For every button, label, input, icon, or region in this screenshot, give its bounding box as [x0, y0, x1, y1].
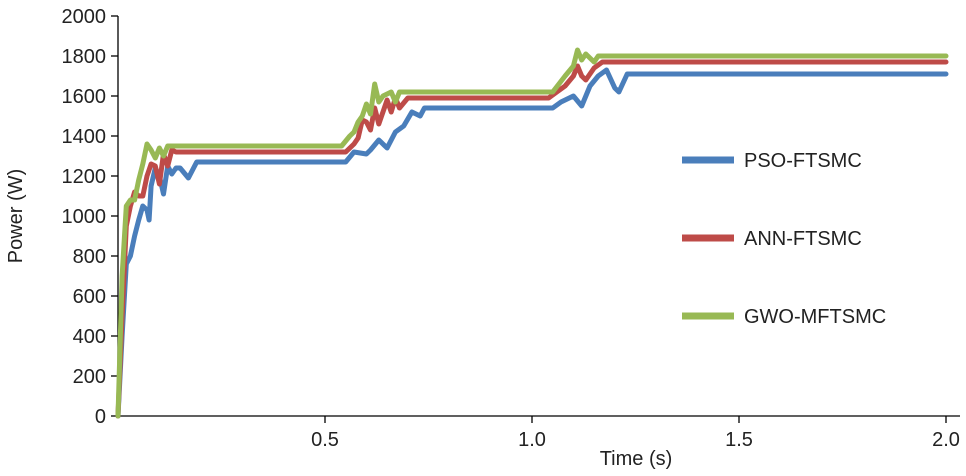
y-tick-label: 800	[73, 246, 106, 268]
axes: 0 200 400 600 800 1000 1200 1400 1600 1800 2000 0.5…	[62, 6, 960, 451]
y-tick-label: 200	[73, 366, 106, 388]
legend: PSO-FTSMC ANN-FTSMC GWO-MFTSMC	[682, 150, 886, 328]
y-axis-title: Power (W)	[5, 169, 27, 263]
y-tick-label: 1000	[62, 206, 107, 228]
y-tick-label: 1200	[62, 166, 107, 188]
series-line-pso-ftsmc	[115, 67, 949, 419]
series-line-ann-ftsmc	[115, 59, 949, 419]
x-tick-label: 2.0	[932, 429, 960, 451]
series-lines	[115, 47, 949, 419]
y-tick-label: 2000	[62, 6, 107, 28]
y-tick-label: 1800	[62, 46, 107, 68]
y-tick-label: 1400	[62, 126, 107, 148]
series-line-gwo-mftsmc	[115, 47, 949, 419]
legend-label-ann-ftsmc: ANN-FTSMC	[744, 228, 862, 250]
x-tick-label: 0.5	[311, 429, 339, 451]
y-tick-label: 600	[73, 286, 106, 308]
y-tick-label: 1600	[62, 86, 107, 108]
legend-label-pso-ftsmc: PSO-FTSMC	[744, 150, 862, 172]
x-tick-label: 1.5	[725, 429, 753, 451]
y-tick-label: 0	[95, 406, 106, 428]
x-tick-label: 1.0	[518, 429, 546, 451]
x-axis-title: Time (s)	[600, 448, 673, 470]
legend-label-gwo-mftsmc: GWO-MFTSMC	[744, 306, 886, 328]
y-tick-label: 400	[73, 326, 106, 348]
